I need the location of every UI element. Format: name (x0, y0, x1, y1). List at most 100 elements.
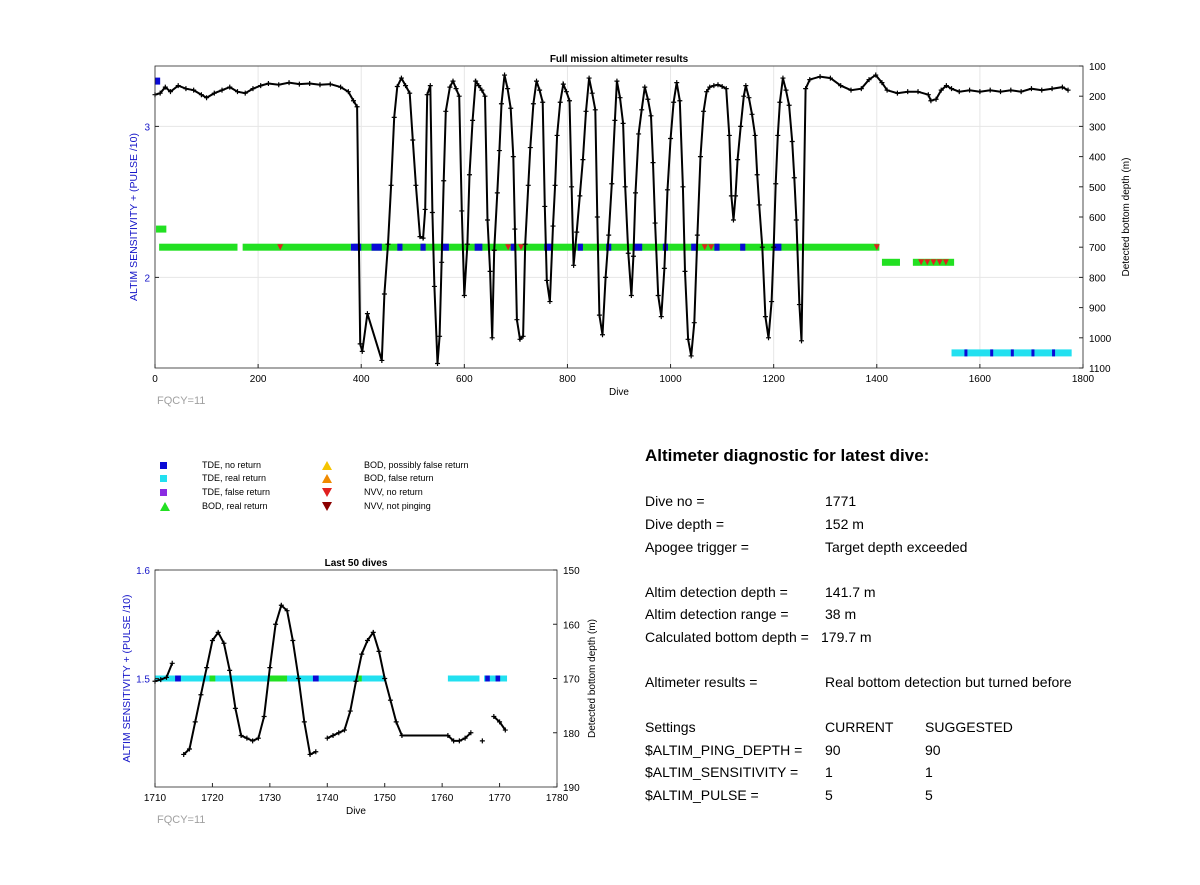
x-tick-label: 1770 (488, 793, 511, 804)
bottom-depth-point (583, 108, 589, 114)
bottom-depth-point (388, 182, 394, 188)
x-tick-label: 1740 (316, 793, 339, 804)
bottom-depth-point (473, 78, 479, 84)
bottom-depth-point (1065, 87, 1071, 93)
bottom-depth-point (327, 81, 333, 87)
bottom-depth-point (704, 89, 710, 95)
x-axis-label: Dive (346, 806, 366, 817)
bottom-depth-point (461, 293, 467, 299)
bottom-depth-point (735, 157, 741, 163)
bottom-depth-point (762, 314, 768, 320)
bottom-depth-point (652, 220, 658, 226)
altimeter-marker (155, 77, 161, 85)
bottom-depth-point (933, 96, 939, 102)
y-right-tick-label: 160 (563, 620, 580, 631)
bottom-depth-point (394, 84, 400, 90)
altimeter-marker (175, 675, 181, 682)
bottom-depth-point (632, 190, 638, 196)
bottom-depth-point (342, 727, 348, 733)
bottom-depth-point (338, 84, 344, 90)
bottom-depth-point (431, 283, 437, 289)
bottom-depth-point (393, 719, 399, 725)
bottom-depth-point (905, 89, 911, 95)
bottom-depth-point (894, 90, 900, 96)
legend-marker (160, 475, 167, 482)
altimeter-marker (773, 243, 782, 251)
bottom-depth-point (443, 108, 449, 114)
bottom-depth-point (398, 75, 404, 81)
altimeter-marker (156, 225, 167, 233)
bottom-depth-point (476, 83, 482, 89)
bottom-depth-point (242, 90, 248, 96)
bottom-depth-point (527, 145, 533, 151)
bottom-depth-point (998, 89, 1004, 95)
bottom-depth-point (439, 259, 445, 265)
bottom-depth-point (447, 84, 453, 90)
bottom-depth-point (592, 107, 598, 113)
bottom-depth-point (498, 101, 504, 107)
bottom-depth-point (238, 732, 244, 738)
bottom-depth-point (799, 338, 805, 344)
bottom-depth-point (1059, 84, 1065, 90)
bottom-depth-point (221, 640, 227, 646)
bottom-depth-point (554, 132, 560, 138)
bottom-depth-point (773, 181, 779, 187)
bottom-depth-point (537, 87, 543, 93)
bottom-depth-point (479, 738, 485, 744)
legend-label: TDE, false return (202, 487, 271, 497)
bottom-depth-point (664, 187, 670, 193)
setting-current: 90 (825, 742, 841, 758)
bottom-depth-point (1008, 87, 1014, 93)
dive-no-value: 1771 (825, 493, 857, 509)
bottom-depth-point (158, 677, 164, 683)
bottom-depth-point (943, 83, 949, 89)
bottom-depth-point (255, 735, 261, 741)
bottom-depth-point (350, 98, 356, 104)
bottom-depth-point (594, 214, 600, 220)
bottom-depth-point (596, 312, 602, 318)
bottom-depth-point (858, 86, 864, 92)
x-tick-label: 1750 (374, 793, 397, 804)
bottom-depth-point (723, 86, 729, 92)
altimeter-marker (505, 244, 512, 251)
bottom-depth-point (866, 77, 872, 83)
bottom-depth-point (265, 81, 271, 87)
y-right-tick-label: 300 (1089, 122, 1106, 133)
bottom-depth-point (517, 336, 523, 342)
bottom-depth-point (752, 132, 758, 138)
bottom-depth-point (540, 99, 546, 105)
bottom-depth-point (258, 83, 264, 89)
bottom-depth-point (612, 117, 618, 123)
bottom-depth-point (296, 81, 302, 87)
bottom-depth-point (949, 86, 955, 92)
bottom-depth-point (181, 751, 187, 757)
setting-suggested: 5 (925, 787, 933, 803)
bottom-depth-point (754, 172, 760, 178)
bottom-depth-point (413, 182, 419, 188)
bottom-depth-point (215, 629, 221, 635)
bottom-depth-point (719, 84, 725, 90)
bottom-depth-point (749, 111, 755, 117)
altimeter-marker (420, 243, 426, 251)
bottom-depth-point (642, 84, 648, 90)
altimeter-marker (209, 675, 216, 682)
altim-detection-range-label: Altim detection range = (645, 606, 789, 622)
bottom-depth-point (301, 719, 307, 725)
bottom-depth-point (198, 692, 204, 698)
y-right-tick-label: 400 (1089, 153, 1106, 164)
bottom-depth-point (577, 193, 583, 199)
bottom-depth-point (479, 87, 485, 93)
bottom-depth-point (677, 98, 683, 104)
apogee-value: Target depth exceeded (825, 539, 968, 555)
y-right-tick-label: 180 (563, 729, 580, 740)
altim-detection-depth-value: 141.7 m (825, 584, 876, 600)
bottom-depth-point (487, 268, 493, 274)
bottom-depth-point (313, 749, 319, 755)
bottom-depth-point (522, 241, 528, 247)
legend-label: TDE, real return (202, 473, 267, 483)
bottom-depth-point (204, 665, 210, 671)
bottom-depth-point (682, 268, 688, 274)
bottom-depth-point (364, 311, 370, 317)
bottom-depth-point (357, 341, 363, 347)
bottom-depth-point (738, 123, 744, 129)
